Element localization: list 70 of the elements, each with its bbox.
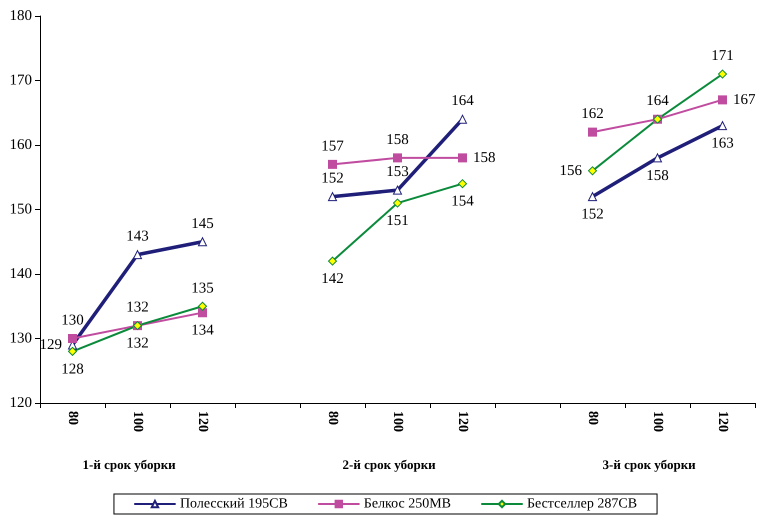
data-label: 134 — [191, 322, 214, 339]
point — [328, 192, 337, 202]
point — [393, 186, 402, 195]
data-label: 158 — [646, 168, 669, 184]
text: 3-й срок уборки — [602, 457, 696, 472]
point — [653, 153, 662, 162]
data-label: 164 — [646, 93, 670, 110]
x-tick-label: 100 — [390, 411, 405, 432]
data-label: 142 — [321, 271, 344, 288]
y-tick-label: 170 — [10, 72, 32, 88]
x-tick-label: 80 — [325, 411, 340, 425]
point — [458, 114, 467, 124]
data-label: 156 — [560, 162, 582, 179]
data-label: 158 — [386, 132, 409, 148]
legend-label: Бестселлер 287СВ — [526, 496, 638, 512]
point — [198, 237, 207, 246]
point — [718, 95, 727, 104]
data-label: 128 — [61, 361, 84, 378]
point — [458, 153, 467, 162]
legend-label: Белкос 250МВ — [364, 496, 451, 512]
legend-label: Полесский 195СВ — [180, 496, 288, 512]
x-tick-label: 100 — [130, 411, 145, 432]
data-label: 163 — [711, 136, 734, 152]
text: 2-й срок уборки — [342, 457, 436, 472]
data-label: 145 — [191, 216, 214, 232]
data-label: 143 — [126, 228, 149, 245]
point — [458, 179, 467, 188]
y-tick-label: 160 — [10, 137, 32, 153]
x-tick-label: 80 — [585, 411, 600, 425]
x-tick-label: 80 — [65, 411, 80, 425]
point — [68, 346, 77, 356]
data-label: 154 — [451, 194, 474, 210]
data-label: 151 — [386, 213, 409, 230]
y-tick-label: 140 — [10, 266, 32, 282]
x-tick-label: 120 — [195, 411, 210, 432]
point — [588, 192, 597, 202]
point — [393, 198, 402, 208]
point — [588, 128, 597, 137]
data-label: 132 — [126, 336, 149, 352]
point — [198, 308, 207, 318]
point — [68, 334, 77, 343]
point — [718, 70, 727, 79]
data-label: 158 — [473, 150, 496, 166]
x-tick-label: 120 — [715, 411, 730, 432]
data-label: 129 — [40, 336, 62, 353]
point — [588, 166, 597, 176]
data-label: 167 — [733, 92, 756, 108]
y-tick-label: 180 — [10, 8, 32, 24]
data-label: 171 — [711, 48, 734, 64]
y-tick-label: 130 — [10, 330, 32, 346]
data-label: 157 — [321, 138, 344, 154]
point — [328, 160, 337, 169]
x-tick-label: 120 — [455, 411, 470, 432]
data-label: 164 — [451, 93, 474, 110]
y-tick-label: 120 — [10, 395, 32, 411]
data-label: 130 — [61, 312, 84, 328]
data-label: 132 — [126, 300, 149, 316]
point — [133, 250, 142, 260]
point — [718, 121, 727, 130]
data-label: 152 — [321, 170, 344, 187]
text: 1-й срок уборки — [82, 457, 176, 472]
data-label: 153 — [386, 164, 409, 180]
data-label: 135 — [191, 280, 214, 296]
data-label: 152 — [581, 206, 604, 223]
x-tick-label: 100 — [650, 411, 665, 432]
data-label: 162 — [581, 106, 604, 122]
y-tick-label: 150 — [10, 202, 32, 218]
point — [393, 153, 402, 162]
point — [328, 256, 337, 266]
point — [198, 302, 207, 311]
